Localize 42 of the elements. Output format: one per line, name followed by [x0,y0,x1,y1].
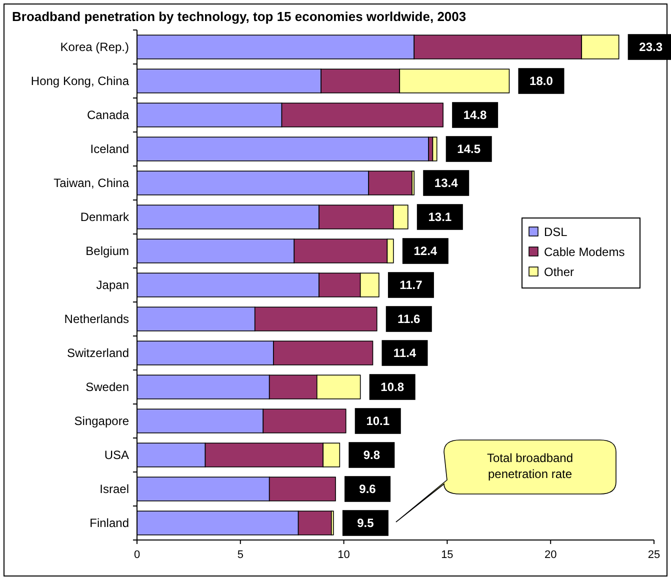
legend-label: DSL [544,225,568,240]
total-label: 14.8 [463,108,488,122]
y-tick-label: Iceland [90,142,129,156]
x-tick-label: 10 [338,549,350,561]
total-label: 11.6 [398,312,421,326]
y-tick-label: Hong Kong, China [30,74,130,88]
total-label: 23.3 [639,40,663,54]
total-label: 14.5 [457,142,481,156]
y-tick-label: Taiwan, China [54,176,130,190]
x-tick-label: 25 [648,549,660,561]
y-tick-label: Korea (Rep.) [60,40,129,54]
y-tick-label: Belgium [86,244,129,258]
y-tick-label: Israel [100,482,129,496]
y-tick-label: Denmark [80,210,130,224]
total-label: 11.7 [400,278,423,292]
y-tick-label: USA [104,448,129,462]
x-tick-label: 15 [441,549,454,561]
y-tick-label: Sweden [86,380,129,394]
total-label: 10.1 [366,414,390,428]
y-tick-label: Canada [86,108,130,122]
total-label: 13.1 [428,210,452,224]
x-tick-label: 0 [134,549,140,561]
x-tick-label: 20 [544,549,557,561]
y-tick-label: Finland [90,516,129,530]
total-label: 9.8 [363,448,380,462]
y-tick-label: Switzerland [66,346,129,360]
y-tick-label: Japan [96,278,129,292]
chart-title: Broadband penetration by technology, top 15 economies worldwide, 2003 [12,9,466,24]
bar [432,136,438,162]
total-label: 10.8 [380,380,404,394]
y-tick-label: Singapore [74,414,130,428]
total-label: 12.4 [414,244,438,258]
annotation: Total broadband penetration rate [486,451,574,481]
legend-label: Cable Modems [544,245,625,260]
total-label: 11.4 [393,346,416,360]
x-tick-label: 5 [237,549,244,561]
y-tick-label: Netherlands [64,312,129,326]
total-label: 13.4 [434,176,458,190]
total-label: 9.6 [359,482,376,496]
legend-label: Other [544,265,574,280]
total-label: 9.5 [357,516,374,530]
total-label: 18.0 [530,74,554,88]
